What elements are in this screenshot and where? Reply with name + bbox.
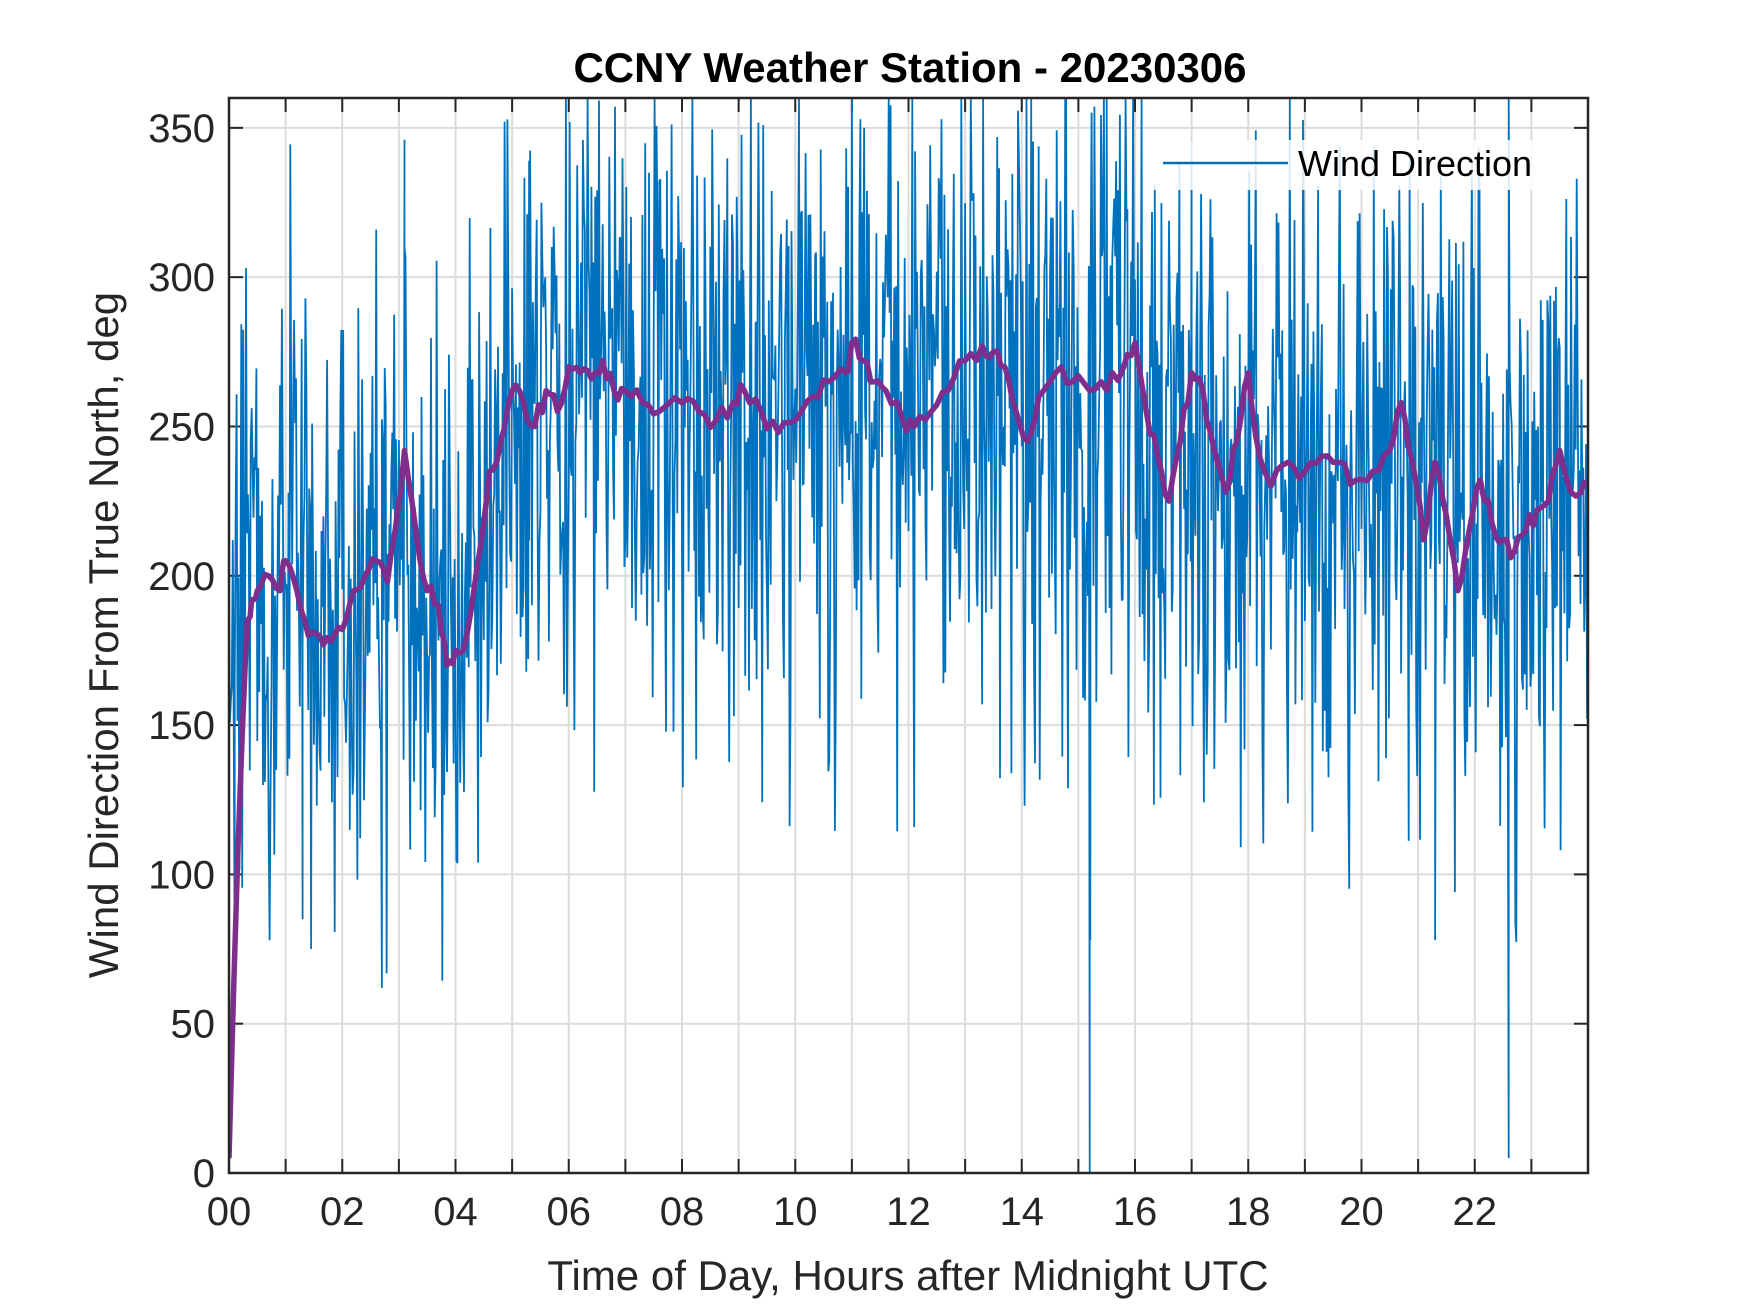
- series-layer: [229, 98, 1588, 1173]
- x-axis-label: Time of Day, Hours after Midnight UTC: [547, 1252, 1268, 1299]
- plot-frame: [227, 96, 1590, 1175]
- x-tick-label: 14: [1000, 1190, 1045, 1234]
- x-tick-label: 04: [433, 1190, 478, 1234]
- legend-box: [1150, 140, 1570, 190]
- x-tick-label: 08: [660, 1190, 705, 1234]
- x-tick-label: 22: [1453, 1190, 1498, 1234]
- y-tick-label: 150: [148, 704, 215, 748]
- y-tick-label: 250: [148, 405, 215, 449]
- legend-label-wind-direction: Wind Direction: [1298, 143, 1532, 184]
- x-tick-label: 00: [207, 1190, 252, 1234]
- x-tick-label: 02: [320, 1190, 365, 1234]
- x-tick-label: 06: [547, 1190, 592, 1234]
- y-tick-labels: 0 50 100 150 200 250 300 350: [148, 107, 215, 1196]
- x-tick-label: 10: [773, 1190, 818, 1234]
- x-tick-labels: 00 02 04 06 08 10 12 14 16 18 20 22: [207, 1190, 1497, 1234]
- legend: Wind Direction: [1150, 140, 1570, 190]
- x-tick-label: 20: [1339, 1190, 1384, 1234]
- y-tick-label: 100: [148, 853, 215, 897]
- series-line-wind-direction-smoothed: [229, 336, 1588, 1159]
- x-tick-label: 12: [886, 1190, 931, 1234]
- y-tick-label: 50: [171, 1003, 216, 1047]
- y-tick-label: 200: [148, 555, 215, 599]
- chart-title: CCNY Weather Station - 20230306: [573, 44, 1246, 91]
- y-tick-label: 300: [148, 256, 215, 300]
- y-axis-label: Wind Direction From True North, deg: [80, 292, 127, 978]
- series-line-wind-direction: [229, 98, 1588, 1173]
- x-tick-label: 16: [1113, 1190, 1158, 1234]
- y-tick-label: 0: [193, 1152, 215, 1196]
- x-tick-label: 18: [1226, 1190, 1271, 1234]
- y-tick-label: 350: [148, 107, 215, 151]
